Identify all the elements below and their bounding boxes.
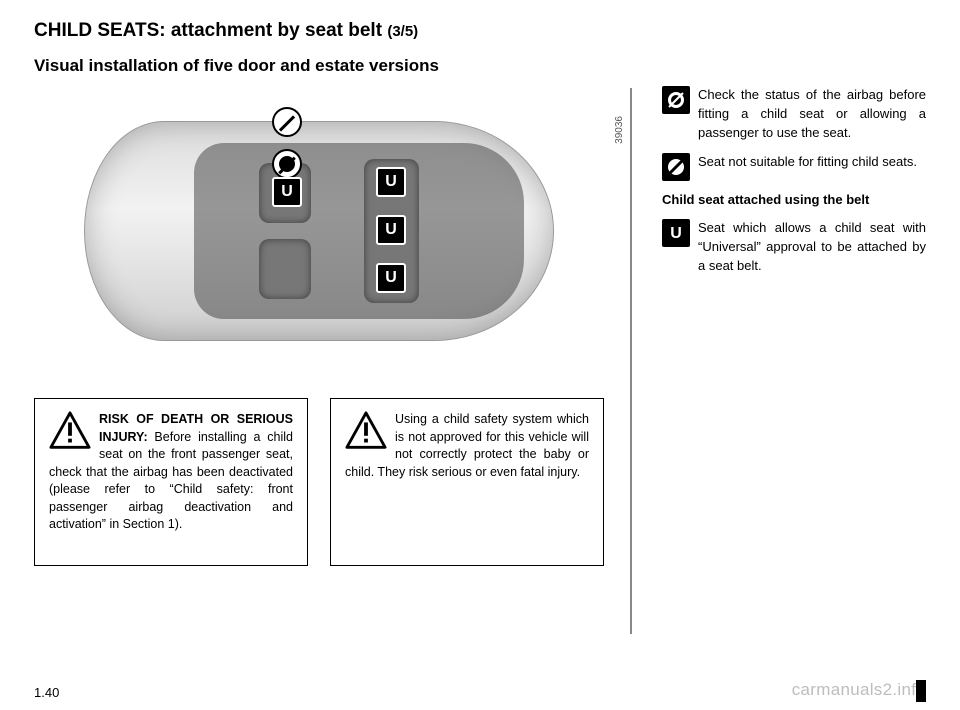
corner-marker xyxy=(916,680,926,702)
legend-not-suitable: Seat not suitable for fitting child seat… xyxy=(662,153,926,181)
airbag-check-icon xyxy=(662,86,690,114)
legend-column: Check the status of the airbag before fi… xyxy=(662,86,926,674)
car-cabin xyxy=(194,143,524,319)
page-subtitle: Visual installation of five door and est… xyxy=(34,56,926,76)
manual-page: CHILD SEATS: attachment by seat belt (3/… xyxy=(0,0,960,710)
legend-not-suitable-text: Seat not suitable for fitting child seat… xyxy=(698,153,926,172)
watermark: carmanuals2.info xyxy=(792,680,926,700)
legend-universal: U Seat which allows a child seat with “U… xyxy=(662,219,926,276)
column-divider xyxy=(630,88,632,634)
warning-box-approval: Using a child safety system which is not… xyxy=(330,398,604,566)
car-diagram-wrap: 39036 U U U U xyxy=(34,86,604,376)
universal-u-icon: U xyxy=(662,219,690,247)
seat-front-right xyxy=(259,239,311,299)
warning-row: RISK OF DEATH OR SERIOUS INJURY: Before … xyxy=(34,398,604,566)
warning-box-death: RISK OF DEATH OR SERIOUS INJURY: Before … xyxy=(34,398,308,566)
page-title-row: CHILD SEATS: attachment by seat belt (3/… xyxy=(34,20,926,42)
badge-universal-icon: U xyxy=(376,263,406,293)
badge-airbag-off-icon xyxy=(272,149,302,179)
legend-belt-heading: Child seat attached using the belt xyxy=(662,191,926,210)
left-column: 39036 U U U U xyxy=(34,86,604,674)
badge-not-suitable-icon xyxy=(272,107,302,137)
warning-triangle-icon xyxy=(49,411,91,449)
badge-universal-icon: U xyxy=(376,167,406,197)
car-diagram: U U U U xyxy=(84,121,554,341)
legend-universal-text: Seat which allows a child seat with “Uni… xyxy=(698,219,926,276)
badge-universal-icon: U xyxy=(376,215,406,245)
page-footer: 1.40 carmanuals2.info xyxy=(34,680,926,700)
badge-universal-icon: U xyxy=(272,177,302,207)
legend-airbag-text: Check the status of the airbag before fi… xyxy=(698,86,926,143)
not-suitable-icon xyxy=(662,153,690,181)
legend-airbag: Check the status of the airbag before fi… xyxy=(662,86,926,143)
image-code: 39036 xyxy=(614,116,625,144)
warning-triangle-icon xyxy=(345,411,387,449)
content-row: 39036 U U U U xyxy=(34,86,926,674)
page-title: CHILD SEATS: attachment by seat belt xyxy=(34,20,387,41)
page-number: 1.40 xyxy=(34,685,59,700)
page-title-suffix: (3/5) xyxy=(387,23,418,40)
